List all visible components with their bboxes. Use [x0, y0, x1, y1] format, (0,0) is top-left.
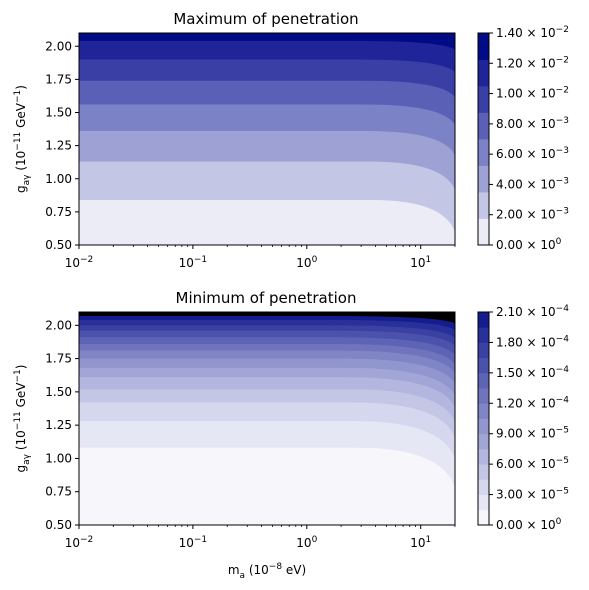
contour-plot-area: [78, 32, 456, 246]
contour-plot-area: [78, 311, 456, 526]
colorbar-tick-label: 0.00 × 100: [496, 517, 562, 532]
y-tick-label: 1.50: [45, 385, 72, 399]
y-tick-label: 1.75: [45, 72, 72, 86]
y-tick-label: 2.00: [45, 318, 72, 332]
contour-band-6: [79, 33, 455, 73]
x-tick-label: 100: [296, 535, 317, 550]
colorbar-segment: [478, 464, 489, 480]
colorbar-segment: [478, 433, 489, 450]
y-tick-label: 0.50: [45, 238, 72, 252]
y-tick-label: 1.25: [45, 139, 72, 153]
colorbar-segment: [478, 33, 489, 60]
colorbar-tick-label: 1.40 × 10−2: [496, 25, 569, 40]
colorbar-frame: [477, 32, 490, 246]
y-axis-label-text: gaγ (10−11 GeV−1): [13, 85, 32, 193]
colorbar-segment: [478, 112, 489, 140]
colorbar-segment: [478, 479, 489, 495]
colorbar-segment: [478, 165, 489, 193]
colorbar-segment: [478, 388, 489, 404]
y-axis: 0.50 0.75 1.00 1.25 1.50 1.75 2.00: [45, 39, 79, 252]
colorbar-tick-label: 9.00 × 10−5: [496, 426, 569, 441]
colorbar-tick-label: 2.00 × 10−3: [496, 207, 569, 222]
y-tick-label: 1.00: [45, 451, 72, 465]
colorbar-segment: [478, 494, 489, 511]
x-tick-label: 101: [410, 255, 431, 270]
colorbar-segment: [478, 403, 489, 419]
colorbar-segment: [478, 218, 489, 246]
y-tick-label: 0.75: [45, 205, 72, 219]
colorbar-segment: [478, 86, 489, 113]
colorbar-tick-label: 6.00 × 10−3: [496, 146, 569, 161]
colorbar-tick-label: 2.10 × 10−4: [496, 304, 569, 319]
colorbar-tick-label: 1.80 × 10−4: [496, 334, 569, 349]
colorbar-segment: [478, 448, 489, 465]
colorbar-segment: [478, 59, 489, 87]
colorbar-frame: [477, 311, 490, 526]
y-tick-label: 1.75: [45, 352, 72, 366]
colorbar-tick-label: 0.00 × 100: [496, 237, 562, 252]
plot-frame: [78, 311, 456, 526]
chart-title: Minimum of penetration: [176, 289, 357, 307]
x-tick-label: 100: [296, 255, 317, 270]
y-axis-label-text: gaγ (10−11 GeV−1): [13, 365, 32, 473]
y-tick-label: 1.00: [45, 172, 72, 186]
chart-title: Maximum of penetration: [173, 10, 358, 28]
y-tick-label: 0.75: [45, 485, 72, 499]
plot-frame: [78, 32, 456, 246]
colorbar-segment: [478, 139, 489, 166]
panel-minimum-of-penetration: Minimum of penetration 0.50 0.75 1.00 1.25 1…: [13, 289, 569, 581]
colorbar-segment: [478, 372, 489, 389]
colorbar-tick-label: 6.00 × 10−5: [496, 456, 569, 471]
colorbar-segment: [478, 327, 489, 343]
y-tick-label: 1.50: [45, 106, 72, 120]
colorbar-tick-label: 4.00 × 10−3: [496, 176, 569, 191]
colorbar-segment: [478, 418, 489, 435]
colorbar-tick-label: 1.20 × 10−2: [496, 55, 569, 70]
colorbar: 0.00 × 100 3.00 × 10−5 6.00 × 10−5 9.00 × 1…: [477, 304, 569, 532]
y-axis-label: gaγ (10−11 GeV−1): [13, 85, 32, 193]
colorbar-tick-label: 8.00 × 10−3: [496, 116, 569, 131]
colorbar-tick-label: 1.00 × 10−2: [496, 86, 569, 101]
y-axis: 0.50 0.75 1.00 1.25 1.50 1.75 2.00: [45, 318, 79, 532]
colorbar-tick-label: 1.50 × 10−4: [496, 365, 569, 380]
y-tick-label: 2.00: [45, 39, 72, 53]
y-tick-label: 1.25: [45, 418, 72, 432]
x-axis: 10−2 10−1 100 101: [65, 245, 456, 270]
colorbar-tick-label: 3.00 × 10−5: [496, 487, 569, 502]
x-tick-label: 101: [410, 535, 431, 550]
y-axis-label: gaγ (10−11 GeV−1): [13, 365, 32, 473]
colorbar-segment: [478, 192, 489, 219]
x-axis-label-text: ma (10−8 eV): [228, 562, 306, 581]
x-tick-label: 10−1: [179, 535, 208, 550]
x-tick-label: 10−1: [179, 255, 208, 270]
x-tick-label: 10−2: [65, 535, 94, 550]
colorbar-segment: [478, 312, 489, 328]
panel-maximum-of-penetration: Maximum of penetration 0.50 0.75 1.00 1.25 1…: [13, 10, 569, 270]
x-axis: 10−2 10−1 100 101: [65, 525, 456, 550]
colorbar-segment: [478, 509, 489, 526]
contour-band-7: [79, 33, 455, 50]
colorbar-segment: [478, 357, 489, 374]
colorbar-tick-label: 1.20 × 10−4: [496, 395, 569, 410]
x-axis-label: ma (10−8 eV): [228, 562, 306, 581]
colorbar-segment: [478, 342, 489, 359]
y-tick-label: 0.50: [45, 518, 72, 532]
x-tick-label: 10−2: [65, 255, 94, 270]
contour-band-13: [79, 312, 455, 331]
colorbar: 0.00 × 100 2.00 × 10−3 4.00 × 10−3 6.00 × 1…: [477, 25, 569, 252]
contour-band-14: [79, 312, 455, 324]
